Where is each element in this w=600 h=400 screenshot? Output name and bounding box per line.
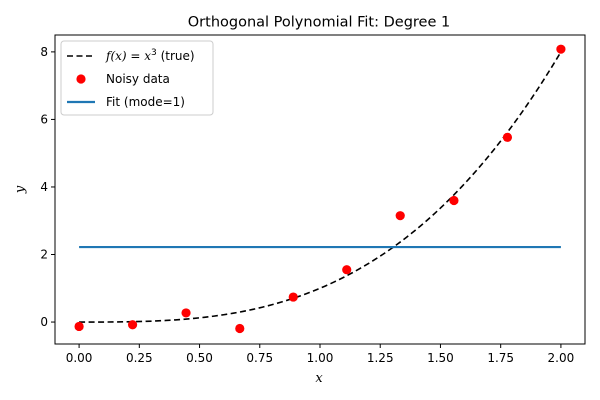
data-point-1 xyxy=(127,320,138,330)
x-tick-label-4: 1.00 xyxy=(307,351,334,365)
legend-label-2: Fit (mode=1) xyxy=(106,95,185,109)
data-point-6 xyxy=(395,211,405,221)
x-tick-label-1: 0.25 xyxy=(126,351,153,365)
legend-label-part: f(x) xyxy=(105,49,127,63)
legend-label-part: x xyxy=(144,49,151,63)
data-point-5 xyxy=(342,265,352,275)
legend-marker-1 xyxy=(76,74,86,84)
chart-title: Orthogonal Polynomial Fit: Degree 1 xyxy=(188,15,450,31)
true-curve-line xyxy=(79,51,562,323)
x-tick-label-3: 0.75 xyxy=(246,351,273,365)
x-axis-label: x xyxy=(315,371,323,386)
legend-label-part: Fit (mode=1) xyxy=(106,95,185,109)
data-point-3 xyxy=(235,323,245,334)
y-tick-label-0: 0 xyxy=(40,315,48,329)
legend-label-superscript: 3 xyxy=(151,48,157,58)
x-tick-label-8: 2.00 xyxy=(548,351,575,365)
data-point-4 xyxy=(288,292,298,302)
data-point-2 xyxy=(181,308,191,318)
y-tick-label-2: 4 xyxy=(40,180,48,194)
x-tick-label-6: 1.50 xyxy=(427,351,454,365)
x-tick-label-2: 0.50 xyxy=(186,351,213,365)
x-tick-label-5: 1.25 xyxy=(367,351,394,365)
legend: f(x) = x3 (true) Noisy data Fit (mode=1) xyxy=(60,40,214,116)
legend-label-part: (true) xyxy=(157,49,195,63)
y-axis-label: y xyxy=(13,185,28,194)
legend-label-part: Noisy data xyxy=(106,72,170,86)
x-tick-label-7: 1.75 xyxy=(487,351,514,365)
legend-label-1: Noisy data xyxy=(106,72,170,86)
data-point-7 xyxy=(449,195,459,206)
legend-label-part: = xyxy=(127,49,145,63)
y-tick-label-1: 2 xyxy=(40,248,48,262)
data-point-9 xyxy=(556,44,566,54)
data-point-8 xyxy=(502,132,513,142)
y-tick-label-3: 6 xyxy=(40,113,48,127)
data-point-0 xyxy=(74,321,84,332)
legend-box xyxy=(60,40,214,116)
y-tick-label-4: 8 xyxy=(40,45,48,59)
legend-label-0: f(x) = x3 (true) xyxy=(105,48,195,63)
x-tick-label-0: 0.00 xyxy=(66,351,93,365)
